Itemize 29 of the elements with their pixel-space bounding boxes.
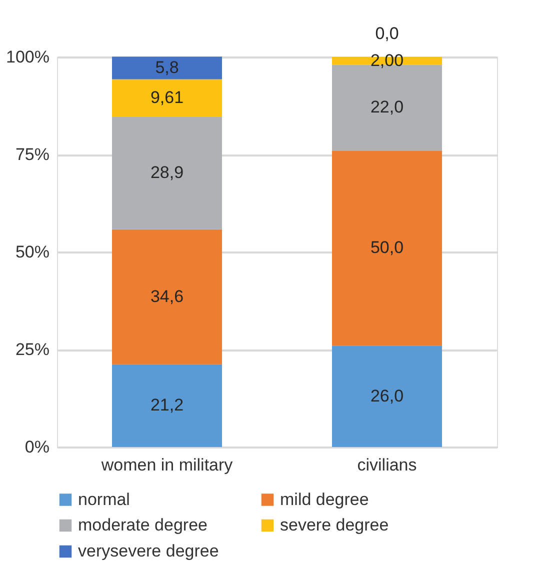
- data-label: 0,0: [375, 24, 399, 43]
- data-label: 26,0: [370, 386, 404, 406]
- data-label: 34,6: [150, 286, 184, 306]
- legend-label: mild degree: [280, 490, 369, 509]
- bar: [112, 364, 222, 447]
- bar: [332, 150, 442, 346]
- data-label: 21,2: [150, 396, 184, 415]
- legend-label: normal: [78, 490, 130, 509]
- legend-label: verysevere degree: [78, 542, 219, 560]
- data-label: 22,0: [370, 98, 404, 117]
- data-label: 2,00: [370, 50, 404, 70]
- y-tick-label: 0%: [24, 438, 50, 456]
- y-tick-label: 75%: [15, 145, 50, 164]
- y-tick-label: 100%: [6, 48, 50, 66]
- x-tick-label: civilians: [357, 456, 417, 474]
- bar: [332, 346, 442, 447]
- bar: [112, 56, 222, 80]
- y-tick-label: 50%: [15, 242, 50, 262]
- bar: [112, 229, 222, 364]
- data-label: 5,8: [155, 58, 179, 77]
- legend-label: moderate degree: [78, 516, 208, 534]
- bar: [112, 116, 222, 230]
- legend-label: severe degree: [280, 516, 389, 534]
- data-label: 9,61: [150, 88, 184, 107]
- x-tick-label: women in military: [100, 456, 234, 474]
- bar: [112, 79, 222, 117]
- data-label: 28,9: [150, 163, 184, 182]
- data-label: 50,0: [370, 238, 404, 258]
- y-tick-label: 25%: [15, 340, 50, 359]
